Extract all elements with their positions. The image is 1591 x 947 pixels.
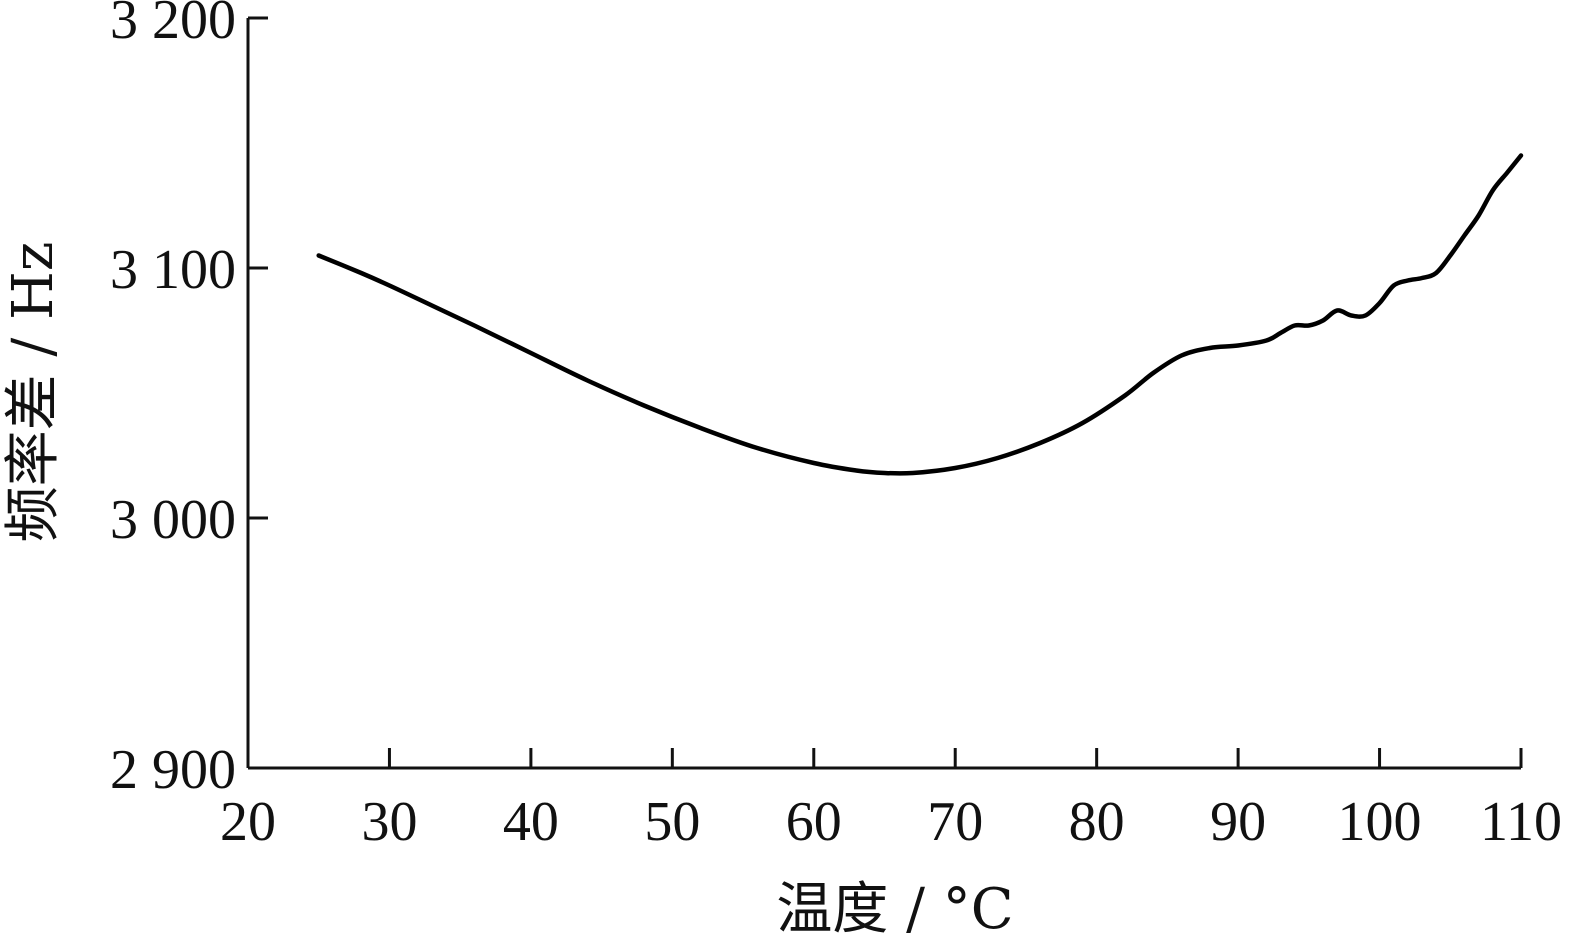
x-tick-label: 50 <box>644 791 700 853</box>
y-tick-label: 2 900 <box>110 739 236 801</box>
x-ticks: 20 30 40 50 60 70 80 90 100 110 <box>220 748 1562 853</box>
x-tick-label: 60 <box>786 791 842 853</box>
y-ticks: 2 900 3 000 3 100 3 200 <box>110 0 268 801</box>
y-axis-title: 频率差 / Hz <box>1 242 66 543</box>
y-tick-label: 3 000 <box>110 489 236 551</box>
series-line-0 <box>316 153 1524 476</box>
axes <box>246 18 1521 770</box>
y-tick-label: 3 100 <box>110 239 236 301</box>
x-tick-label: 100 <box>1338 791 1422 853</box>
x-tick-label: 30 <box>361 791 417 853</box>
x-tick-label: 20 <box>220 791 276 853</box>
x-axis-title: 温度 / °C <box>776 877 1013 942</box>
y-tick-label: 3 200 <box>110 0 236 51</box>
x-tick-label: 70 <box>927 791 983 853</box>
x-tick-label: 80 <box>1069 791 1125 853</box>
x-tick-label: 90 <box>1210 791 1266 853</box>
x-tick-label: 110 <box>1480 791 1562 853</box>
series-layer <box>316 153 1524 476</box>
x-tick-label: 40 <box>503 791 559 853</box>
